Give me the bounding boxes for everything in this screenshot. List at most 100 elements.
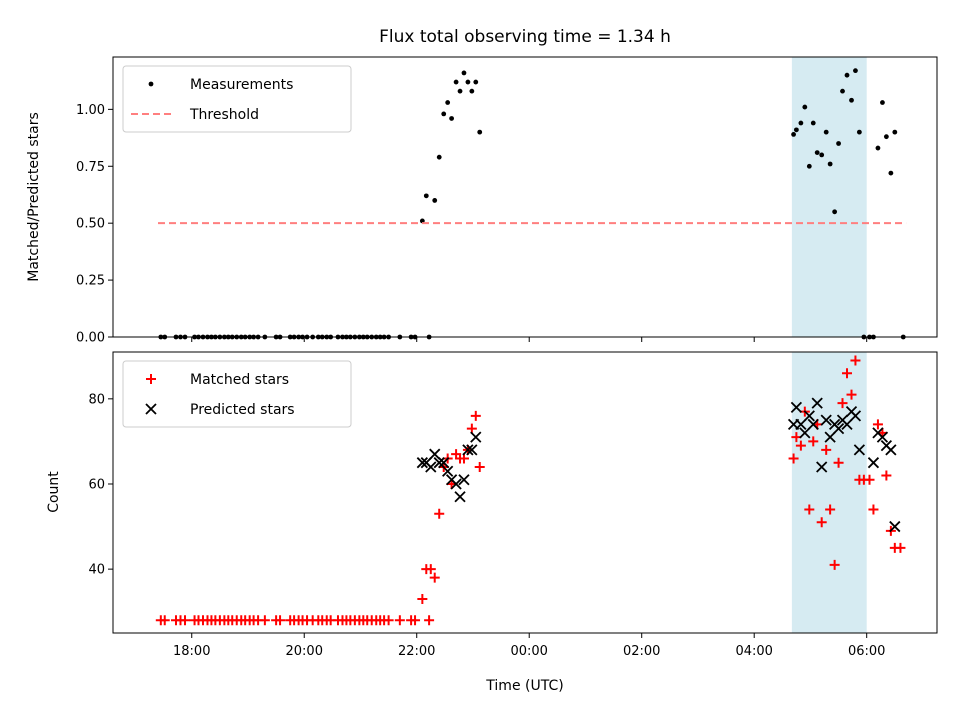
- y-tick-label: 0.75: [76, 160, 105, 175]
- measurement-point: [469, 88, 475, 94]
- matched-star-point: [394, 615, 405, 626]
- top-axes: 0.00 0.25 0.50 0.75 1.00: [76, 56, 938, 346]
- measurement-point: [875, 145, 881, 151]
- matched-star-point: [829, 559, 840, 570]
- matched-star-point: [833, 457, 844, 468]
- matched-star-point: [259, 615, 270, 626]
- predicted-star-point: [462, 444, 474, 456]
- predicted-star-point: [442, 465, 454, 477]
- matched-star-point: [846, 389, 857, 400]
- measurement-point: [892, 129, 898, 135]
- measurement-point: [840, 88, 845, 94]
- predicted-star-point: [790, 401, 803, 413]
- y-tick-label: 1.00: [76, 103, 105, 118]
- count-points: [155, 355, 906, 626]
- x-axis-label: Time (UTC): [485, 678, 563, 694]
- measurement-point: [880, 100, 885, 105]
- measurement-point: [856, 129, 862, 135]
- x-tick-label: 06:00: [848, 644, 885, 659]
- legend-label: Threshold: [189, 107, 259, 123]
- matched-star-point: [470, 410, 481, 421]
- bottom-legend: Matched stars Predicted stars: [122, 360, 352, 428]
- chart-title: Flux total observing time = 1.34 h: [379, 27, 671, 47]
- x-tick-label: 20:00: [286, 644, 323, 659]
- measurement-point: [806, 163, 812, 169]
- measurement-point: [432, 198, 438, 203]
- predicted-star-point: [799, 427, 811, 439]
- predicted-star-point: [816, 461, 828, 473]
- predicted-star-point: [438, 457, 450, 469]
- matched-star-point: [417, 593, 428, 604]
- y-tick-label: 80: [88, 392, 105, 407]
- predicted-star-point: [470, 431, 482, 443]
- matched-star-point: [842, 368, 853, 379]
- matched-star-point: [425, 564, 436, 575]
- predicted-star-point: [867, 457, 880, 469]
- bottom-y-axis-label: Count: [46, 471, 62, 513]
- measurement-point: [810, 120, 816, 126]
- measurement-point: [465, 79, 471, 85]
- x-tick-label: 00:00: [510, 644, 547, 659]
- measurement-point: [477, 129, 483, 135]
- matched-star-point: [825, 504, 836, 515]
- legend-plus-marker: [146, 374, 156, 384]
- legend-cross-marker: [145, 403, 157, 415]
- measurement-point: [793, 127, 799, 133]
- predicted-star-point: [832, 422, 845, 435]
- top-panel: 0.00 0.25 0.50 0.75 1.00 Matched/Predicted s…: [26, 56, 938, 346]
- matched-star-point: [795, 440, 806, 451]
- predicted-star-point: [458, 474, 470, 486]
- predicted-star-point: [889, 520, 901, 533]
- predicted-star-point: [841, 418, 853, 431]
- measurement-point: [853, 68, 858, 74]
- predicted-star-point: [416, 457, 428, 469]
- y-tick-label: 0.00: [76, 331, 105, 346]
- matched-star-point: [895, 542, 906, 553]
- legend-box: [122, 360, 352, 428]
- measurement-point: [888, 170, 894, 176]
- bottom-panel: 40 60 80 18:00 20:00 22:00 00:00 02:00 04:00 06:0…: [46, 351, 938, 694]
- measurement-point: [849, 97, 854, 103]
- measurement-point: [473, 79, 479, 85]
- measurement-point: [832, 209, 838, 215]
- matched-star-point: [434, 508, 445, 519]
- matched-star-point: [804, 504, 815, 515]
- measurement-point: [802, 104, 808, 110]
- x-tick-label: 22:00: [398, 644, 435, 659]
- x-tick-label: 02:00: [623, 644, 660, 659]
- predicted-star-point: [425, 461, 437, 473]
- measurement-point: [836, 141, 841, 146]
- legend-label: Matched stars: [190, 372, 289, 388]
- matched-star-point: [383, 615, 394, 626]
- measurement-point: [798, 120, 804, 126]
- predicted-star-point: [433, 457, 445, 469]
- measurement-point: [819, 152, 825, 158]
- legend-dot-marker: [148, 81, 154, 87]
- matched-star-point: [275, 615, 286, 626]
- predicted-star-point: [885, 444, 897, 456]
- measurement-point: [883, 134, 889, 140]
- measurement-point: [441, 111, 447, 117]
- matched-star-point: [788, 453, 799, 464]
- matched-star-point: [837, 398, 848, 409]
- highlight-span: [791, 352, 867, 633]
- measurement-point: [791, 131, 796, 137]
- predicted-star-point: [876, 431, 889, 443]
- highlight-span: [791, 57, 867, 337]
- matched-star-point: [872, 419, 883, 430]
- legend-box: [122, 65, 352, 133]
- top-legend: Measurements Threshold: [122, 65, 352, 133]
- measurement-point: [457, 88, 463, 94]
- matched-star-point: [474, 461, 485, 472]
- measurement-point: [445, 100, 451, 105]
- measurement-point: [844, 72, 850, 78]
- legend-label: Predicted stars: [190, 402, 295, 418]
- measurement-point: [419, 218, 425, 224]
- bottom-axes: 40 60 80 18:00 20:00 22:00 00:00 02:00 04:00 06:0…: [88, 351, 938, 659]
- top-y-axis-label: Matched/Predicted stars: [26, 112, 42, 282]
- predicted-star-point: [429, 448, 441, 460]
- matched-star-point: [821, 444, 832, 455]
- y-tick-label: 40: [88, 563, 105, 578]
- predicted-star-point: [803, 410, 815, 422]
- y-tick-label: 0.50: [76, 217, 105, 232]
